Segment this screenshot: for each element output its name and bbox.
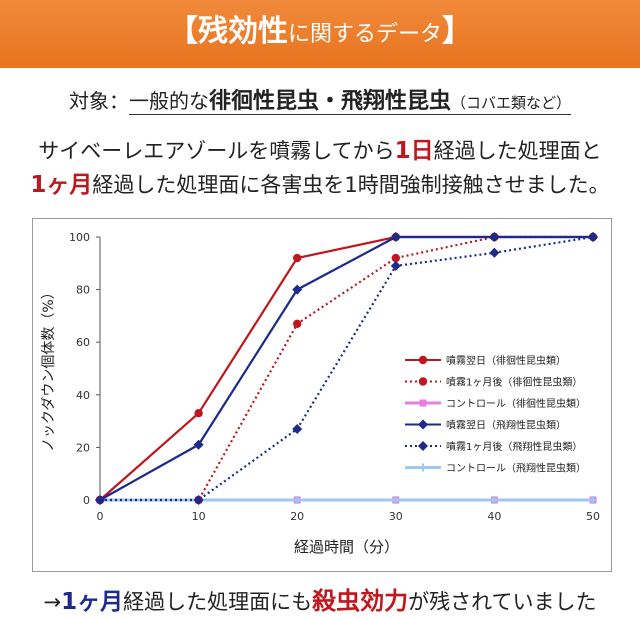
subject-insects: 徘徊性昆虫・飛翔性昆虫 — [208, 89, 451, 114]
subject-prefix: 一般的な — [128, 89, 209, 113]
legend-label-3: 噴霧翌日（飛翔性昆虫類） — [446, 419, 566, 432]
legend-marker-4 — [418, 441, 428, 451]
data-point-s1-x30 — [391, 253, 400, 263]
subject-label: 対象： — [68, 89, 129, 113]
legend-marker-5 — [419, 463, 427, 472]
y-tick-label: 40 — [76, 389, 90, 402]
subject-note: （コバエ類など） — [451, 94, 572, 112]
target-subject: 対象：一般的な徘徊性昆虫・飛翔性昆虫（コバエ類など） — [0, 86, 640, 118]
y-tick-label: 20 — [76, 441, 90, 454]
series-line-0 — [99, 235, 593, 501]
x-tick-label: 0 — [97, 510, 104, 523]
legend-marker-1 — [418, 377, 428, 386]
conclusion-insecticidal-effect: 殺虫効力 — [312, 587, 409, 615]
y-tick-label: 60 — [76, 336, 90, 349]
conclusion-one-month: 1ヶ月 — [61, 589, 124, 615]
desc-part-3: 経過した処理面と — [433, 139, 602, 163]
y-axis-label: ノックダウン個体数（%） — [41, 285, 57, 451]
legend-marker-2 — [419, 399, 427, 407]
data-point-s3-x10 — [193, 439, 204, 450]
desc-one-day: 1日 — [394, 138, 434, 164]
y-tick-label: 100 — [69, 231, 90, 244]
data-point-s4-x30 — [390, 260, 401, 271]
data-point-s4-x40 — [489, 247, 500, 258]
legend-label-2: コントロール（徘徊性昆虫類） — [446, 397, 586, 410]
data-point-s4-x0 — [95, 495, 105, 505]
data-point-s0-x10 — [194, 409, 203, 418]
legend-label-4: 噴霧1ヶ月後（飛翔性昆虫類） — [446, 440, 582, 453]
data-point-s5-x40 — [490, 496, 499, 504]
title-end: 】 — [442, 14, 472, 49]
legend-label-0: 噴霧翌日（徘徊性昆虫類） — [446, 354, 566, 367]
legend-label-1: 噴霧1ヶ月後（徘徊性昆虫類） — [446, 376, 582, 389]
knockdown-line-chart: 0 20 40 60 80 100 0 10 20 30 40 50 経過時間（分） ノックダウン個体数（… — [41, 231, 600, 556]
conclusion: →1ヶ月経過した処理面にも殺虫効力が残されていました — [0, 586, 640, 617]
data-point-s1-x20 — [293, 319, 302, 328]
subject-underlined: 一般的な徘徊性昆虫・飛翔性昆虫（コバエ類など） — [128, 89, 572, 115]
desc-part-5: 経過した処理面に各害虫を1時間強制接触させました。 — [92, 173, 610, 197]
page-title: 【残効性に関するデータ】 — [0, 12, 640, 55]
legend-marker-3 — [418, 419, 428, 430]
y-tick-label: 0 — [83, 494, 90, 507]
x-tick-label: 20 — [290, 510, 304, 523]
conclusion-part-4: が残されていました — [408, 590, 597, 614]
x-tick-label: 40 — [487, 510, 501, 523]
series-line-3 — [99, 235, 593, 501]
data-point-s4-x10 — [193, 495, 204, 505]
desc-part-1: サイベーレエアゾールを噴霧してから — [38, 139, 395, 163]
title-main: 【残効性 — [167, 14, 288, 49]
series-line-1 — [100, 235, 593, 502]
data-point-s5-x50 — [589, 496, 597, 504]
series-line-4 — [100, 235, 594, 502]
conclusion-arrow: → — [43, 590, 62, 614]
data-point-s5-x20 — [293, 496, 302, 504]
data-point-s3-x30 — [390, 232, 401, 242]
header-banner: 【残効性に関するデータ】 — [0, 0, 640, 68]
title-small: に関するデータ — [287, 22, 442, 47]
legend-marker-0 — [418, 355, 428, 365]
desc-one-month: 1ヶ月 — [30, 172, 93, 198]
data-point-s5-x30 — [391, 496, 400, 504]
data-point-s4-x20 — [292, 423, 303, 434]
x-tick-label: 30 — [389, 510, 403, 523]
description: サイベーレエアゾールを噴霧してから1日経過した処理面と 1ヶ月経過した処理面に各害… — [0, 134, 640, 202]
conclusion-part-2: 経過した処理面にも — [123, 590, 313, 614]
data-point-s0-x20 — [293, 253, 302, 263]
y-tick-label: 80 — [76, 284, 90, 297]
x-tick-label: 10 — [192, 510, 206, 523]
chart-container: 0 20 40 60 80 100 0 10 20 30 40 50 経過時間（分） ノックダウン個体数（… — [32, 218, 612, 572]
x-axis-label: 経過時間（分） — [294, 538, 399, 556]
data-point-s3-x20 — [292, 284, 303, 295]
data-point-s3-x40 — [489, 232, 500, 242]
legend-label-5: コントロール（飛翔性昆虫類） — [446, 462, 586, 475]
data-point-s4-x50 — [588, 232, 598, 242]
x-tick-label: 50 — [586, 510, 600, 523]
